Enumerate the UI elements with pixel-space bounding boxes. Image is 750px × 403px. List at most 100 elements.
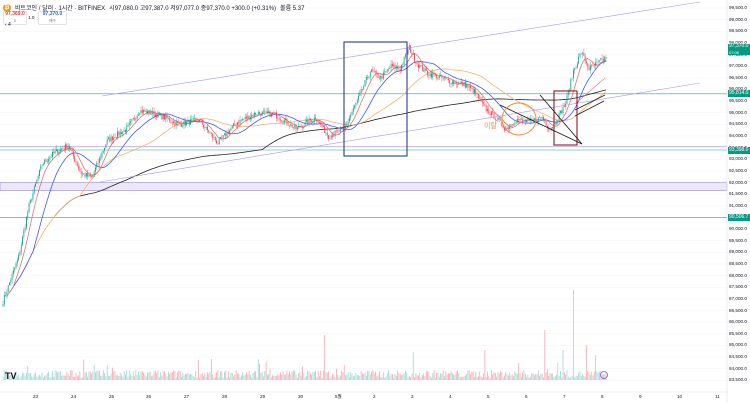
volume-bar — [601, 374, 603, 380]
volume-bar — [556, 374, 557, 380]
volume-bar — [74, 376, 76, 380]
time-tick-label: 27 — [184, 394, 190, 399]
candle-body — [100, 157, 102, 159]
tradingview-logo[interactable]: TV — [5, 371, 17, 381]
volume-bar — [488, 375, 490, 380]
candle-body — [52, 151, 53, 158]
ohlc-readout: 시97,080.0 고97,387.0 저97,077.0 종97,370.0 … — [109, 6, 277, 12]
candle-body — [493, 112, 495, 119]
volume-bar — [373, 373, 375, 380]
candle-body — [140, 110, 142, 114]
volume-bar — [338, 376, 340, 380]
candle-body — [49, 157, 51, 160]
candle-body — [337, 130, 339, 131]
candle-body — [573, 69, 574, 79]
volume-bar — [112, 367, 113, 380]
volume-bar — [287, 373, 289, 380]
candle-body — [351, 111, 353, 116]
candle-body — [515, 122, 517, 124]
volume-bar — [507, 375, 509, 380]
candle-body — [371, 69, 372, 72]
volume-bar — [10, 374, 12, 380]
volume-bar — [270, 377, 272, 380]
volume-bar — [264, 371, 266, 380]
candle-body — [313, 117, 315, 121]
candle-body — [498, 117, 500, 120]
candle-body — [326, 132, 328, 136]
candle-body — [595, 62, 596, 66]
volume-bar — [589, 374, 591, 380]
candle-body — [84, 173, 86, 177]
candle-body — [57, 149, 59, 154]
candle-body — [588, 67, 590, 71]
candle-body — [454, 82, 456, 85]
candle-body — [434, 74, 436, 76]
volume-bar — [501, 372, 503, 380]
collapse-chevron-icon[interactable]: ‹ 4 — [5, 22, 11, 28]
volume-bar — [18, 374, 20, 380]
candle-body — [562, 106, 564, 114]
candle-body — [204, 127, 206, 129]
volume-bar — [517, 373, 518, 380]
candle-body — [92, 174, 94, 178]
symbol-title[interactable]: 비트코인 / 달러 · 1시간 · BITFINEX — [15, 6, 106, 12]
volume-bar — [165, 373, 167, 380]
candle-body — [61, 148, 62, 150]
candle-body — [587, 63, 589, 68]
candle-body — [393, 64, 395, 67]
candle-body — [319, 122, 320, 123]
volume-bar — [294, 370, 296, 380]
sell-price-box[interactable]: 97,369.0 0 — [3, 11, 27, 25]
candle-body — [304, 121, 306, 126]
volume-bar — [445, 371, 447, 380]
volume-bar — [333, 374, 335, 380]
candle-body — [500, 119, 501, 121]
candle-body — [31, 199, 33, 201]
candle-body — [218, 138, 220, 145]
price-tick-label: 98,000.0 — [729, 39, 747, 45]
volume-bar — [434, 377, 436, 380]
volume-bar — [369, 374, 371, 380]
candle-body — [44, 159, 46, 164]
candle-body — [153, 111, 155, 117]
candle-body — [190, 119, 191, 125]
volume-bar — [364, 372, 366, 380]
candle-body — [182, 125, 184, 127]
volume-bar — [113, 371, 115, 380]
volume-bar — [547, 368, 548, 380]
volume-bar — [156, 372, 158, 380]
volume-bar — [389, 376, 391, 380]
volume-bar — [591, 371, 593, 380]
candle-body — [255, 112, 257, 115]
trend-fan-line-3 — [574, 77, 606, 105]
volume-bar — [248, 370, 250, 380]
volume-bar — [480, 376, 482, 380]
volume-bar — [187, 372, 189, 380]
candle-body — [442, 77, 444, 79]
volume-bar — [458, 373, 460, 380]
candle-body — [523, 119, 525, 121]
volume-bar — [550, 373, 552, 380]
candle-body — [173, 121, 175, 124]
candle-body — [230, 128, 232, 131]
time-tick-label: 4 — [449, 394, 452, 399]
volume-bar — [62, 375, 64, 380]
volume-bar — [151, 376, 152, 380]
volume-bar — [97, 370, 99, 380]
volume-bar — [411, 373, 413, 380]
volume-bar — [539, 375, 540, 380]
candle-body — [524, 119, 526, 123]
candle-body — [390, 63, 392, 68]
candle-body — [350, 115, 352, 118]
buy-price-box[interactable]: 97,370.0 매수 — [38, 11, 67, 25]
candle-body — [166, 115, 168, 119]
volume-bar — [5, 371, 6, 380]
candle-body — [13, 270, 14, 274]
volume-bar — [487, 371, 488, 380]
volume-bar — [543, 377, 544, 380]
volume-bar — [562, 350, 564, 380]
volume-bar — [293, 370, 294, 380]
candle-body — [579, 53, 581, 57]
candle-body — [403, 57, 405, 65]
